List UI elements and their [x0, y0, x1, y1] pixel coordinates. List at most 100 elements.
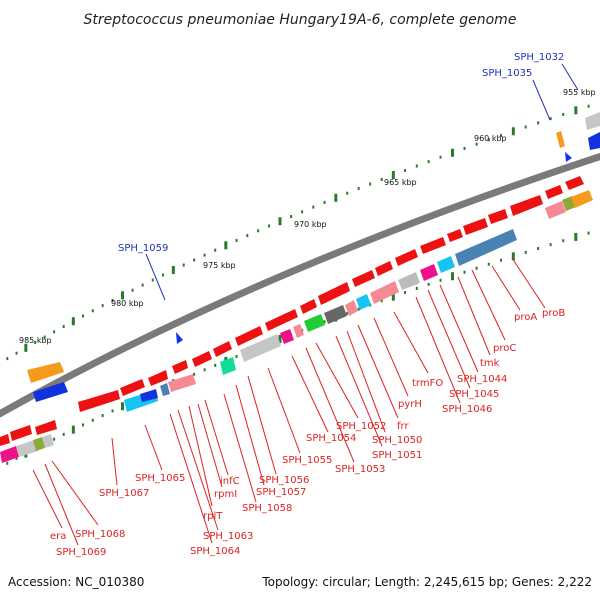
- gene-label[interactable]: SPH_1032: [514, 52, 564, 63]
- gene-label[interactable]: SPH_1044: [457, 374, 507, 385]
- gene-label[interactable]: SPH_1069: [56, 547, 106, 558]
- gene-block-orange: [571, 190, 593, 208]
- gene-label[interactable]: SPH_1035: [482, 68, 532, 79]
- ruler-tick: [427, 160, 430, 164]
- gene-arrow-red: [447, 229, 463, 242]
- ruler-tick: [369, 182, 372, 186]
- gene-label[interactable]: SPH_1050: [372, 435, 422, 446]
- ruler-tick: [53, 330, 56, 334]
- ruler-tick: [323, 200, 326, 204]
- inner-features: [0, 190, 593, 463]
- gene-label[interactable]: SPH_1067: [99, 488, 149, 499]
- ruler-label-970: 970 kbp: [294, 220, 327, 229]
- ruler-tick: [357, 307, 360, 311]
- ruler-tick: [587, 104, 590, 108]
- gene-arrow-red: [148, 370, 168, 386]
- leader-line: [32, 469, 63, 529]
- gene-label[interactable]: SPH_1056: [259, 475, 309, 486]
- ruler-tick: [537, 247, 540, 251]
- gene-label[interactable]: tmk: [480, 358, 500, 369]
- gene-label[interactable]: SPH_1052: [336, 421, 386, 432]
- ruler-tick: [463, 270, 466, 274]
- gene-block-green: [304, 314, 325, 332]
- gene-label[interactable]: SPH_1059: [118, 243, 168, 254]
- leader-line: [491, 265, 521, 311]
- gene-label[interactable]: SPH_1051: [372, 450, 422, 461]
- leader-line: [204, 399, 229, 476]
- gene-label[interactable]: SPH_1063: [203, 531, 253, 542]
- gene-label[interactable]: proB: [542, 308, 565, 319]
- gene-arrow-red: [545, 185, 563, 199]
- ruler-tick: [524, 125, 527, 129]
- gene-arrow-red: [488, 209, 508, 224]
- ruler-tick: [323, 320, 326, 324]
- gene-arrow-red: [375, 261, 393, 276]
- gene-label[interactable]: SPH_1053: [335, 464, 385, 475]
- leader-line: [267, 367, 301, 454]
- ruler-tick: [334, 193, 338, 202]
- gene-arrow-gray: [585, 112, 600, 130]
- gene-arrow-red: [300, 299, 317, 314]
- leader-line: [471, 269, 506, 341]
- gene-block-pink: [370, 281, 399, 304]
- gene-label[interactable]: rpmI: [214, 489, 237, 500]
- gene-label[interactable]: rplT: [203, 511, 223, 522]
- ruler-tick: [380, 178, 383, 182]
- leader-line: [169, 413, 213, 544]
- gene-block-olive: [33, 437, 45, 451]
- gene-label[interactable]: SPH_1065: [135, 473, 185, 484]
- gene-arrow-red: [192, 351, 212, 367]
- map-title: Streptococcus pneumoniae Hungary19A-6, c…: [84, 12, 517, 28]
- gene-label[interactable]: frr: [397, 421, 409, 432]
- gene-label[interactable]: SPH_1055: [282, 455, 332, 466]
- gene-label[interactable]: SPH_1046: [442, 404, 492, 415]
- leader-line: [247, 375, 277, 475]
- ruler-tick: [290, 215, 293, 219]
- ruler-tick: [511, 127, 515, 136]
- gene-label[interactable]: pyrH: [398, 399, 422, 410]
- gene-arrow-red: [35, 420, 57, 435]
- gene-arrow-orange: [556, 131, 565, 148]
- gene-label[interactable]: SPH_1045: [449, 389, 499, 400]
- gene-arrow-red: [120, 379, 145, 396]
- leader-line: [51, 460, 99, 526]
- gene-block-magenta: [0, 446, 19, 463]
- gene-labels: SPH_1032 SPH_1035 SPH_1059 proB proA pro…: [50, 52, 565, 558]
- ruler-tick: [121, 402, 124, 411]
- gene-label[interactable]: SPH_1058: [242, 503, 292, 514]
- gene-label[interactable]: SPH_1064: [190, 546, 240, 557]
- gene-arrow-red: [172, 360, 188, 374]
- ruler-tick: [278, 217, 282, 226]
- ruler-tick: [71, 425, 75, 434]
- leader-line: [188, 405, 213, 507]
- ruler-tick: [346, 311, 349, 315]
- ruler-tick: [24, 343, 28, 352]
- gene-label[interactable]: era: [50, 531, 66, 542]
- ruler-tick: [574, 232, 578, 241]
- gene-arrow-red: [463, 218, 488, 235]
- gene-label[interactable]: infC: [220, 476, 240, 487]
- gene-block-magenta: [280, 329, 294, 344]
- gene-label[interactable]: trmFO: [412, 378, 443, 389]
- gene-label[interactable]: SPH_1054: [306, 433, 356, 444]
- gene-arrow-red: [510, 195, 543, 216]
- gene-block-darkgray: [324, 305, 347, 324]
- ruler-tick: [500, 258, 503, 262]
- gene-arrow-blue: [588, 132, 600, 150]
- ruler-tick: [62, 325, 65, 329]
- ruler-tick: [427, 282, 430, 286]
- gene-arrow-red: [0, 434, 10, 446]
- accession-text: Accession: NC_010380: [8, 575, 144, 589]
- gene-label[interactable]: proA: [514, 312, 537, 323]
- gene-label[interactable]: SPH_1068: [75, 529, 125, 540]
- ruler-tick: [391, 171, 395, 179]
- gene-label[interactable]: proC: [493, 343, 516, 354]
- ruler-tick: [53, 437, 56, 441]
- ruler-tick: [235, 354, 238, 358]
- ruler-tick: [587, 231, 590, 235]
- ruler-tick: [463, 146, 466, 150]
- gene-label[interactable]: SPH_1057: [256, 487, 306, 498]
- ruler-tick: [162, 273, 165, 277]
